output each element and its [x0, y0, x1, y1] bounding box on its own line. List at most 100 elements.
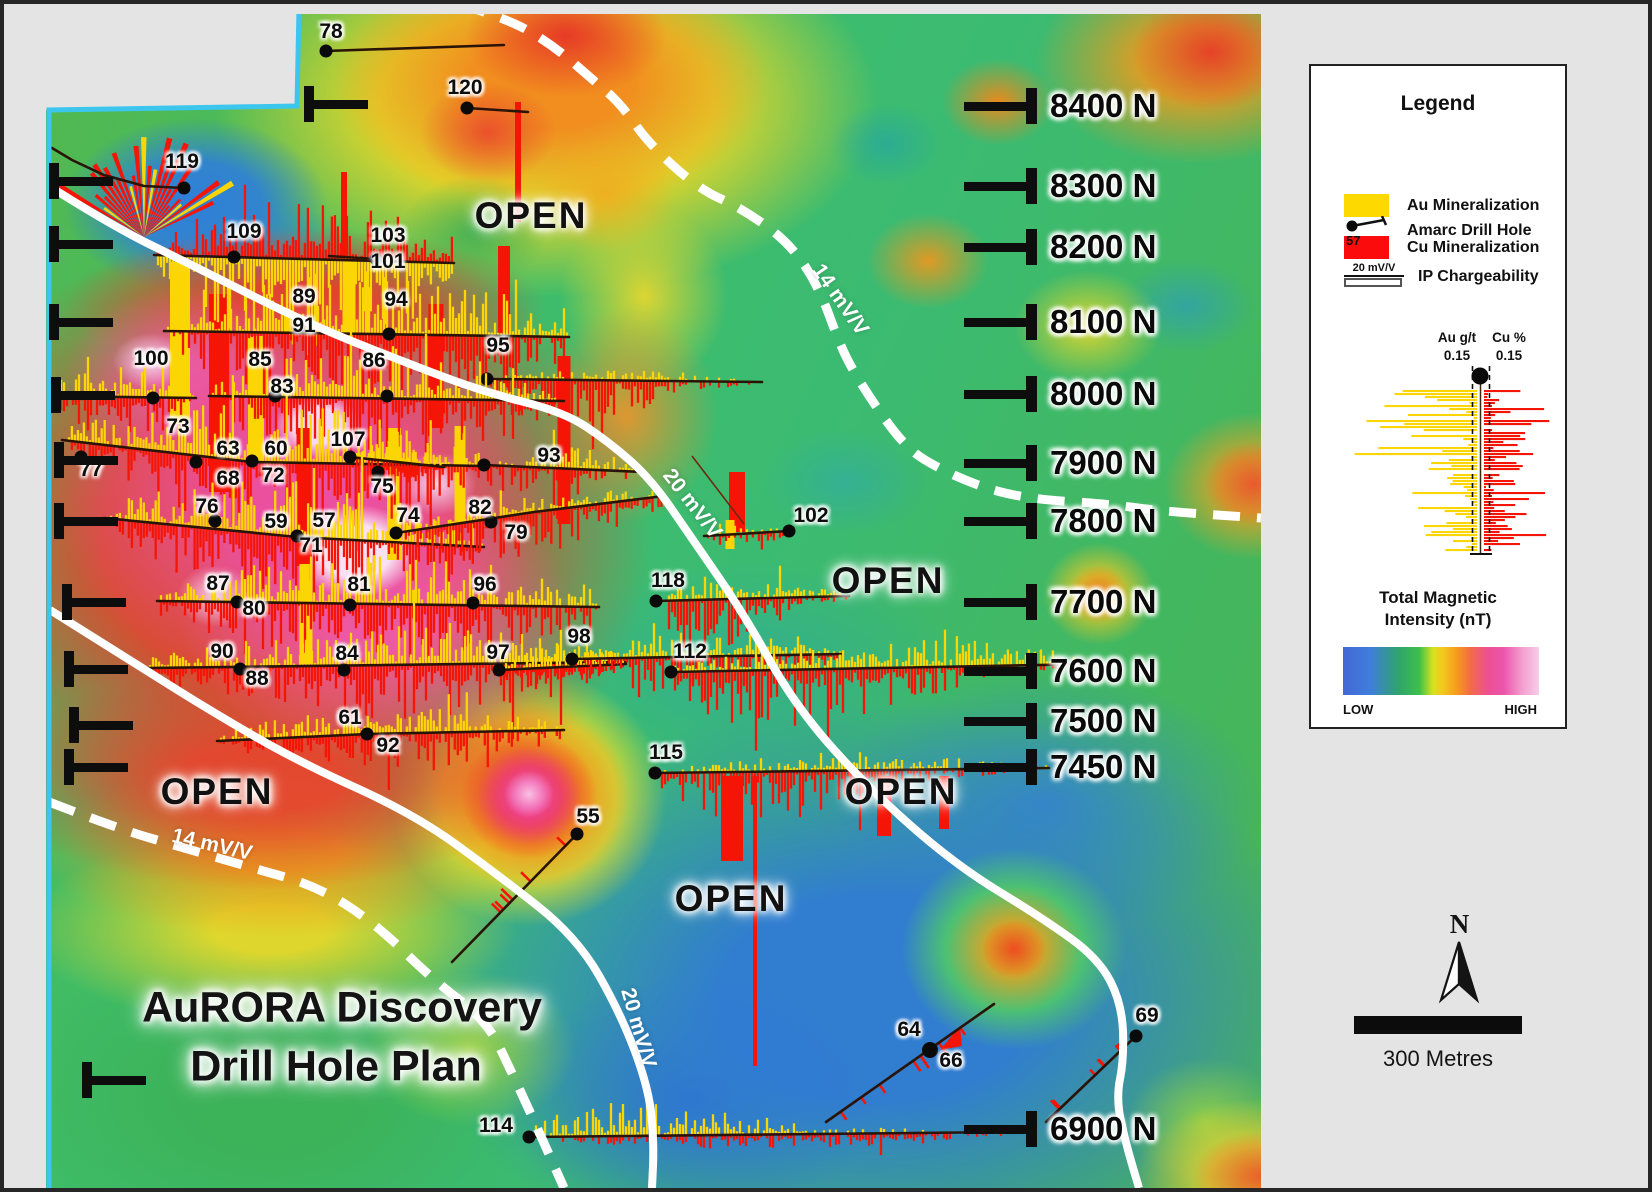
mineralization-column	[721, 776, 743, 861]
tmi-title-line2: Intensity (nT)	[1384, 610, 1492, 629]
drill-hole-marker	[245, 454, 259, 468]
drill-hole-marker	[189, 455, 203, 469]
drill-hole-marker	[664, 665, 678, 679]
ip-contour-ip20-a	[46, 182, 1143, 1188]
svg-text:0.15: 0.15	[1444, 348, 1471, 363]
legend-title: Legend	[1400, 92, 1476, 115]
drill-hole-trace	[702, 529, 791, 538]
legend-item-cu: Cu Mineralization	[1344, 236, 1539, 259]
map-overlay	[46, 14, 1261, 1188]
drill-hole-marker	[268, 389, 282, 403]
ip-contour-ip14-a	[475, 14, 1261, 523]
drill-hole-marker	[922, 1042, 938, 1058]
legend-item-ip: 20 mV/V IP Chargeability	[1344, 262, 1539, 292]
ip-contour-ip14-b	[47, 797, 569, 1188]
drill-hole-trace	[162, 329, 571, 339]
drill-hole-trace	[348, 455, 446, 469]
drill-hole-marker	[177, 181, 191, 195]
legend-item-label: Au Mineralization	[1407, 196, 1540, 214]
north-arrow-icon	[1438, 941, 1480, 1004]
drill-hole-marker	[1129, 1029, 1143, 1043]
drill-hole-marker	[460, 101, 474, 115]
svg-text:Au g/t: Au g/t	[1438, 330, 1477, 345]
drill-hole-trace	[654, 594, 851, 603]
tmi-high-label: HIGH	[1504, 702, 1538, 717]
legend-item-drill-hole: 57 Amarc Drill Hole	[1344, 215, 1532, 248]
drill-hole-marker	[492, 663, 506, 677]
drill-hole-marker	[565, 652, 579, 666]
drill-hole-trace	[527, 1130, 1011, 1139]
drill-hole-trace	[394, 494, 666, 535]
drill-hole-marker	[477, 458, 491, 472]
drill-hole-marker	[782, 524, 796, 538]
drill-hole-marker	[380, 389, 394, 403]
drill-hole-trace	[327, 254, 378, 261]
au-swatch-icon	[1344, 194, 1389, 217]
drill-hole-trace	[465, 106, 530, 114]
legend-item-label: Amarc Drill Hole	[1407, 222, 1532, 239]
drill-hole-marker	[371, 465, 385, 479]
drill-hole-marker	[74, 450, 88, 464]
drill-hole-trace	[669, 662, 1096, 674]
drill-hole-symbol-icon: 57	[1344, 215, 1389, 248]
legend-item-au: Au Mineralization	[1344, 194, 1539, 217]
ip-chargeability-symbol-icon: 20 mV/V	[1344, 262, 1404, 292]
drill-hole-marker	[290, 529, 304, 543]
drill-hole-marker	[292, 321, 306, 335]
drill-hole-marker	[337, 663, 351, 677]
legend-grade-chart: Au g/t Cu % 0.15 0.15	[1354, 330, 1550, 555]
legend-item-label: Cu Mineralization	[1407, 238, 1540, 256]
ip-contours-layer	[46, 14, 1261, 1188]
drill-hole-trace	[152, 253, 456, 265]
tmi-title-line1: Total Magnetic	[1379, 588, 1497, 607]
cu-swatch-icon	[1344, 236, 1389, 259]
tmi-color-scale	[1343, 647, 1539, 695]
drill-hole-trace	[485, 377, 764, 384]
mineralization-column	[170, 262, 190, 424]
mineralization-column	[341, 172, 347, 256]
svg-text:Cu %: Cu %	[1492, 330, 1526, 345]
north-arrow: N	[1417, 909, 1502, 1009]
svg-text:57: 57	[1346, 233, 1360, 248]
drill-hole-marker	[382, 327, 396, 341]
map-area: AuRORA Discovery Drill Hole Plan 78 120 11…	[46, 14, 1261, 1188]
drill-hole-marker	[343, 450, 357, 464]
mineralization-column	[939, 776, 949, 829]
drill-hole-trace	[324, 43, 506, 53]
scale-bar	[1354, 1016, 1522, 1034]
mineralization-column	[515, 102, 521, 222]
drill-hole-marker	[230, 595, 244, 609]
mineralization-column	[729, 472, 745, 532]
svg-text:0.15: 0.15	[1496, 348, 1523, 363]
drill-hole-marker	[648, 766, 662, 780]
outside-claim-area	[46, 14, 299, 110]
drill-hole-marker	[319, 44, 333, 58]
drill-hole-marker	[227, 250, 241, 264]
drill-hole-marker	[484, 515, 498, 529]
drill-hole-marker	[360, 727, 374, 741]
drill-hole-trace	[497, 662, 628, 672]
drill-hole-marker	[649, 594, 663, 608]
mineralization-column	[753, 776, 757, 1066]
legend-item-label: IP Chargeability	[1418, 268, 1539, 285]
drill-hole-trace	[824, 1002, 996, 1124]
drill-hole-marker	[233, 662, 247, 676]
claim-boundary-layer	[46, 14, 302, 1188]
drill-hole-trace	[450, 832, 579, 964]
drill-hole-trace	[50, 146, 186, 190]
drill-hole-marker	[146, 391, 160, 405]
scale-bar-label: 300 Metres	[1382, 1046, 1494, 1071]
drill-hole-trace	[482, 463, 646, 474]
north-label: N	[1449, 909, 1470, 939]
drill-hole-marker	[208, 514, 222, 528]
drill-hole-marker	[343, 598, 357, 612]
drill-hole-marker	[389, 526, 403, 540]
drill-hole-trace	[570, 652, 844, 661]
tmi-low-label: LOW	[1343, 702, 1374, 717]
ip-contour-ip20-b	[47, 606, 658, 1188]
drill-hole-marker	[522, 1130, 536, 1144]
legend-panel: Legend Au Mineralization Cu Mineralizati…	[1309, 64, 1567, 729]
claim-boundary-line	[46, 14, 302, 1188]
drill-hole-marker	[369, 252, 383, 266]
